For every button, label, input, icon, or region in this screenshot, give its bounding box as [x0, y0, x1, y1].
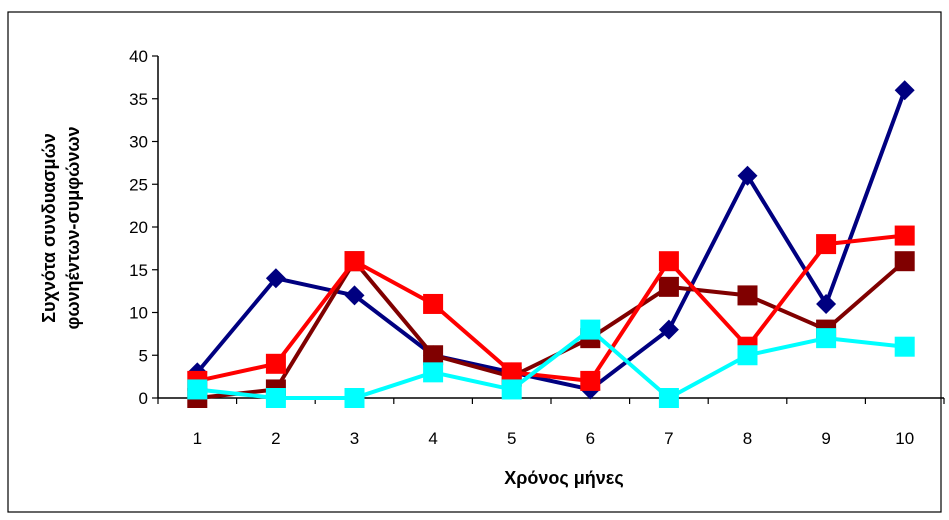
data-point: [344, 285, 365, 306]
data-point: [816, 234, 837, 255]
data-point: [265, 353, 286, 374]
data-point: [344, 251, 365, 272]
y-tick-label: 30: [129, 133, 148, 152]
data-point: [737, 345, 758, 366]
x-tick-label: 5: [507, 429, 516, 448]
data-point: [423, 345, 444, 366]
x-tick-label: 9: [821, 429, 830, 448]
series-group: [187, 80, 915, 408]
data-point: [737, 285, 758, 306]
x-tick-label: 8: [743, 429, 752, 448]
x-axis-title: Χρόνος μήνες: [504, 468, 623, 488]
data-point: [894, 225, 915, 246]
series-4: [187, 319, 915, 408]
data-point: [423, 293, 444, 314]
data-point: [894, 80, 915, 101]
y-tick-label: 20: [129, 218, 148, 237]
data-point: [816, 293, 837, 314]
y-tick-label: 40: [129, 47, 148, 66]
x-tick-label: 6: [586, 429, 595, 448]
data-point: [658, 388, 679, 408]
series-line: [197, 327, 905, 400]
data-point: [658, 276, 679, 297]
data-point: [423, 362, 444, 383]
x-tick-labels: 1 2 3 4 5 6 7 8 9 10: [193, 429, 915, 448]
data-point: [894, 336, 915, 357]
y-tick-label: 35: [129, 90, 148, 109]
data-point: [737, 165, 758, 186]
series-line: [196, 233, 905, 383]
data-point: [580, 370, 601, 391]
data-point: [265, 388, 286, 408]
y-tick-label: 0: [139, 389, 148, 408]
data-point: [344, 388, 365, 408]
data-point: [580, 319, 601, 340]
data-point: [894, 251, 915, 272]
y-tick-label: 15: [129, 261, 148, 280]
y-tick-label: 10: [129, 304, 148, 323]
x-tick-label: 10: [895, 429, 914, 448]
y-tick-label: 25: [129, 175, 148, 194]
data-point: [187, 379, 208, 400]
series-line: [195, 89, 907, 392]
x-tick-label: 2: [271, 429, 280, 448]
y-tick-labels: 0 5 10 15 20 25 30 35 40: [129, 47, 148, 408]
data-point: [658, 319, 679, 340]
chart-frame: [7, 11, 942, 513]
data-point: [501, 362, 522, 383]
x-tick-label: 4: [428, 429, 437, 448]
y-axis-title-line-2: φωνηέντων-συμφώνων: [63, 126, 83, 329]
series-3: [187, 225, 915, 391]
y-axis-title: Συχνότα συνδυασμών φωνηέντων-συμφώνων: [39, 126, 83, 329]
y-axis-title-line-1: Συχνότα συνδυασμών: [39, 133, 59, 323]
x-tick-label: 7: [664, 429, 673, 448]
data-point: [658, 251, 679, 272]
y-tick-label: 5: [139, 346, 148, 365]
x-tick-label: 3: [350, 429, 359, 448]
data-point: [816, 328, 837, 349]
data-point: [265, 268, 286, 289]
data-point: [501, 379, 522, 400]
x-tick-label: 1: [193, 429, 202, 448]
